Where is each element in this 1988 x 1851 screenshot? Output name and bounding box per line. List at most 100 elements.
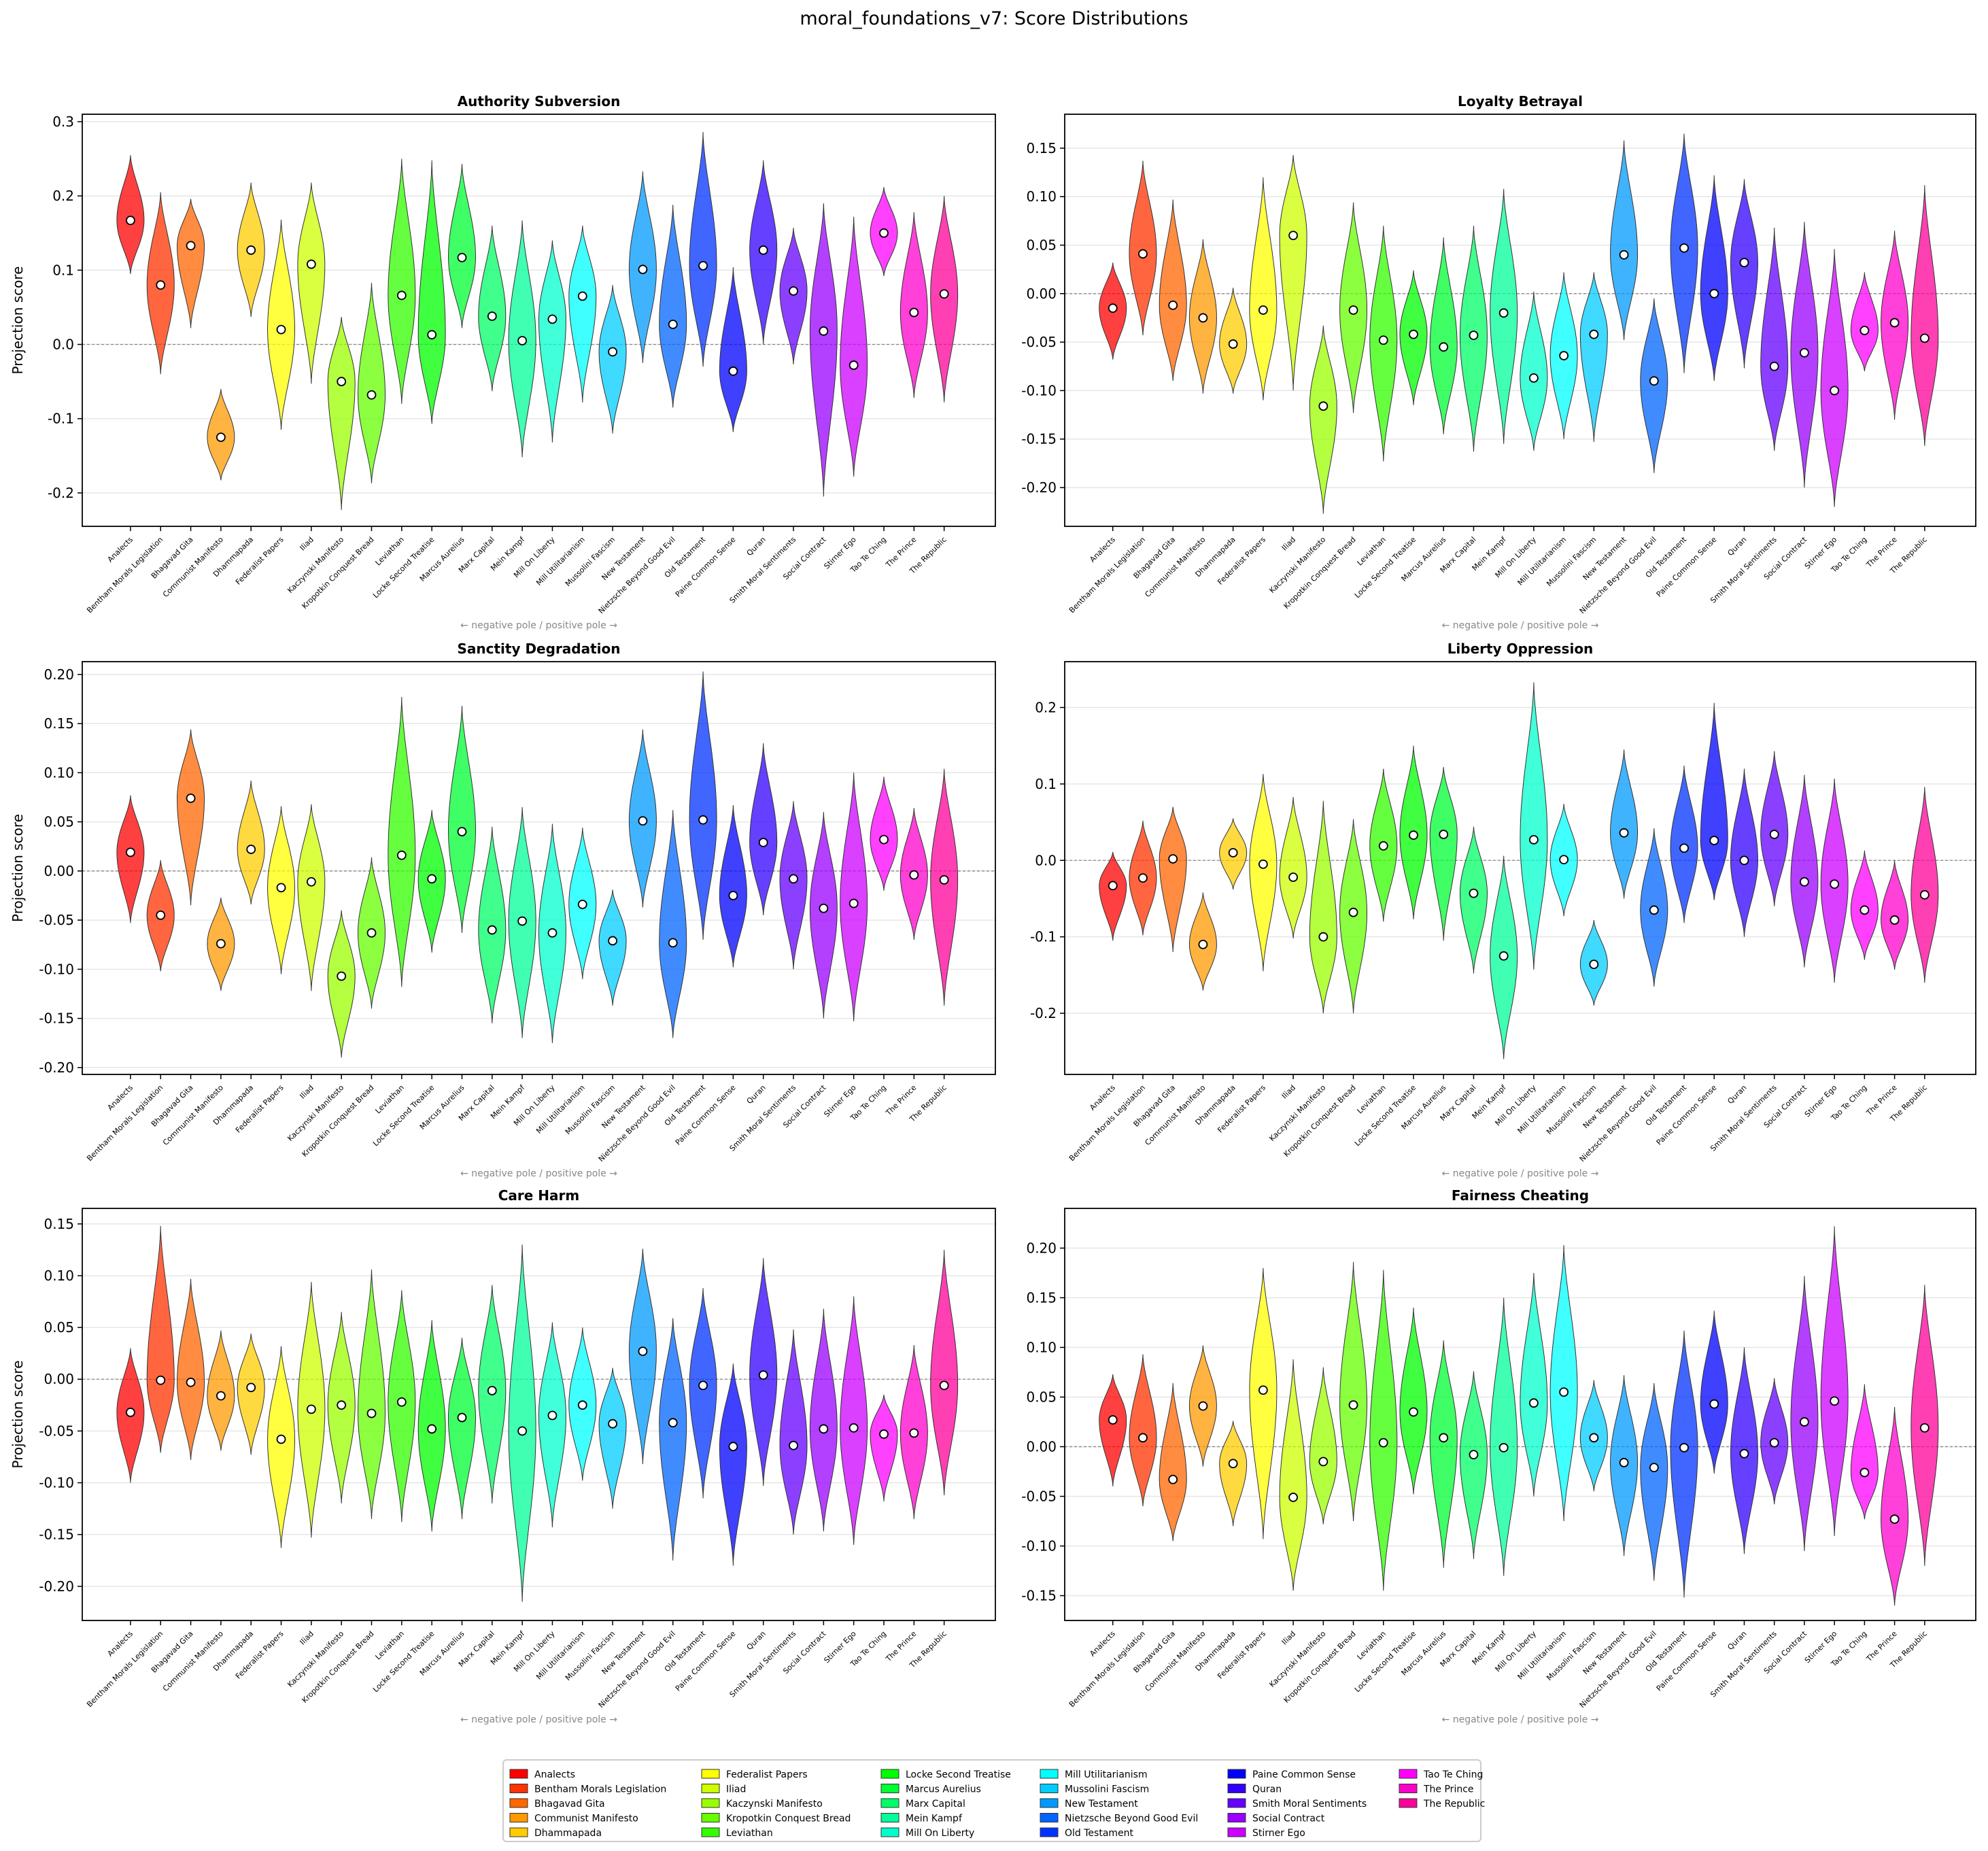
y-tick-label: -0.15 — [1021, 431, 1057, 447]
mean-marker — [1288, 872, 1299, 882]
violin-bentham-morals-legislation — [1129, 160, 1157, 336]
x-tick-label: Kaczynski Manifesto — [286, 1629, 345, 1689]
mean-marker — [939, 1380, 949, 1391]
mean-marker — [126, 1408, 135, 1417]
legend-label: Kaczynski Manifesto — [726, 1799, 823, 1810]
mean-marker — [909, 870, 919, 880]
x-tick-label: Iliad — [1280, 1629, 1298, 1647]
violin-mill-on-liberty — [538, 240, 566, 443]
y-tick-label: 0.15 — [1026, 1289, 1057, 1306]
x-tick-label: Quran — [1726, 1083, 1748, 1106]
mean-marker — [1589, 960, 1599, 970]
legend-swatch — [509, 1827, 528, 1837]
mean-marker — [1108, 881, 1118, 891]
violin-social-contract — [809, 812, 838, 1019]
x-tick-label: Analects — [1088, 1083, 1117, 1113]
x-tick-label: Locke Second Treatise — [371, 1629, 436, 1694]
mean-marker — [1769, 1438, 1779, 1448]
x-tick-label: Locke Second Treatise — [371, 1083, 436, 1148]
mean-marker — [1889, 1514, 1900, 1524]
violin-tao-te-ching — [1850, 1384, 1879, 1520]
mean-marker — [186, 241, 196, 251]
x-tick-label: Paine Common Sense — [674, 1629, 738, 1693]
violin-paine-common-sense — [719, 1363, 747, 1566]
violin-social-contract — [809, 1308, 838, 1532]
panel-sanctity-degradation: -0.20 -0.15 -0.10 -0.05 0.00 0.05 0.10 0.15 0.20… — [10, 641, 996, 1179]
violin-marx-capital — [1460, 826, 1488, 974]
violin-marcus-aurelius — [1429, 767, 1458, 941]
legend-label: Tao Te Ching — [1423, 1769, 1483, 1780]
x-tick-label: Analects — [106, 1629, 135, 1659]
legend-label: Bhagavad Gita — [534, 1799, 605, 1810]
legend-swatch — [509, 1769, 528, 1779]
mean-marker — [1679, 1443, 1689, 1453]
mean-marker — [1830, 1396, 1840, 1406]
mean-marker — [1830, 386, 1840, 396]
violin-smith-moral-sentiments — [779, 801, 808, 970]
y-tick-label: 0.2 — [52, 188, 74, 204]
x-tick-label: Paine Common Sense — [1655, 535, 1719, 599]
y-tick-label: 0.05 — [44, 1319, 74, 1336]
mean-marker — [1469, 1450, 1479, 1460]
mean-marker — [1800, 1417, 1809, 1427]
legend-swatch — [880, 1798, 899, 1808]
x-tick-label: Paine Common Sense — [1655, 1629, 1719, 1693]
mean-marker — [1439, 830, 1449, 839]
mean-marker — [517, 916, 528, 926]
violin-marx-capital — [1460, 1371, 1488, 1559]
mean-marker — [698, 260, 708, 271]
violin-mussolini-fascism — [598, 1368, 627, 1509]
legend-label: Smith Moral Sentiments — [1252, 1799, 1367, 1810]
mean-marker — [1769, 361, 1779, 371]
mean-marker — [758, 838, 768, 847]
violin-mill-on-liberty — [1520, 1272, 1548, 1497]
legend-label: Mein Kampf — [906, 1814, 963, 1824]
violin-iliad — [1279, 796, 1307, 938]
mean-marker — [1469, 888, 1479, 898]
violin-federalist-papers — [1249, 774, 1278, 972]
violin-smith-moral-sentiments — [1760, 227, 1789, 451]
mean-marker — [1619, 828, 1629, 838]
violin-bhagavad-gita — [177, 729, 205, 906]
mean-marker — [939, 289, 949, 299]
x-tick-label: Leviathan — [374, 1083, 406, 1115]
suptitle: moral_foundations_v7: Score Distribution… — [800, 8, 1188, 29]
mean-marker — [1168, 854, 1178, 864]
mean-marker — [1619, 250, 1629, 260]
mean-marker — [246, 1382, 256, 1393]
violin-mussolini-fascism — [598, 285, 627, 434]
mean-marker — [216, 432, 226, 442]
legend-swatch — [1227, 1813, 1246, 1822]
violin-nietzsche-beyond-good-evil — [1640, 1382, 1668, 1581]
legend-label: Quran — [1252, 1784, 1282, 1795]
violin-federalist-papers — [267, 1346, 295, 1548]
panel-title: Care Harm — [498, 1187, 580, 1204]
mean-marker — [728, 891, 738, 900]
axes-frame — [1064, 114, 1976, 527]
y-tick-label: -0.10 — [39, 1474, 74, 1491]
mean-marker — [1409, 1407, 1418, 1417]
mean-marker — [1559, 351, 1569, 360]
legend-swatch — [701, 1769, 720, 1779]
violin-the-republic — [930, 196, 959, 403]
legend-swatch — [880, 1784, 899, 1793]
violin-new-testament — [1610, 140, 1639, 341]
y-tick-label: 0.10 — [1026, 1339, 1057, 1355]
legend-label: Old Testament — [1065, 1828, 1134, 1839]
x-tick-label: Communist Manifesto — [1143, 1629, 1207, 1693]
legend-label: The Prince — [1423, 1784, 1474, 1795]
mean-marker — [1138, 873, 1148, 883]
mean-marker — [1198, 313, 1208, 323]
x-tick-label: Analects — [1088, 1629, 1117, 1659]
mean-marker — [276, 324, 286, 335]
y-tick-label: -0.20 — [1021, 479, 1057, 496]
y-tick-label: 0.05 — [1026, 1389, 1057, 1405]
mean-marker — [306, 877, 316, 887]
violin-mill-on-liberty — [1520, 291, 1548, 451]
violin-kaczynski-manifesto — [1309, 1367, 1337, 1525]
mean-marker — [1619, 1457, 1629, 1467]
mean-marker — [1709, 1399, 1719, 1409]
mean-marker — [608, 936, 617, 946]
panel-title: Fairness Cheating — [1452, 1187, 1589, 1204]
